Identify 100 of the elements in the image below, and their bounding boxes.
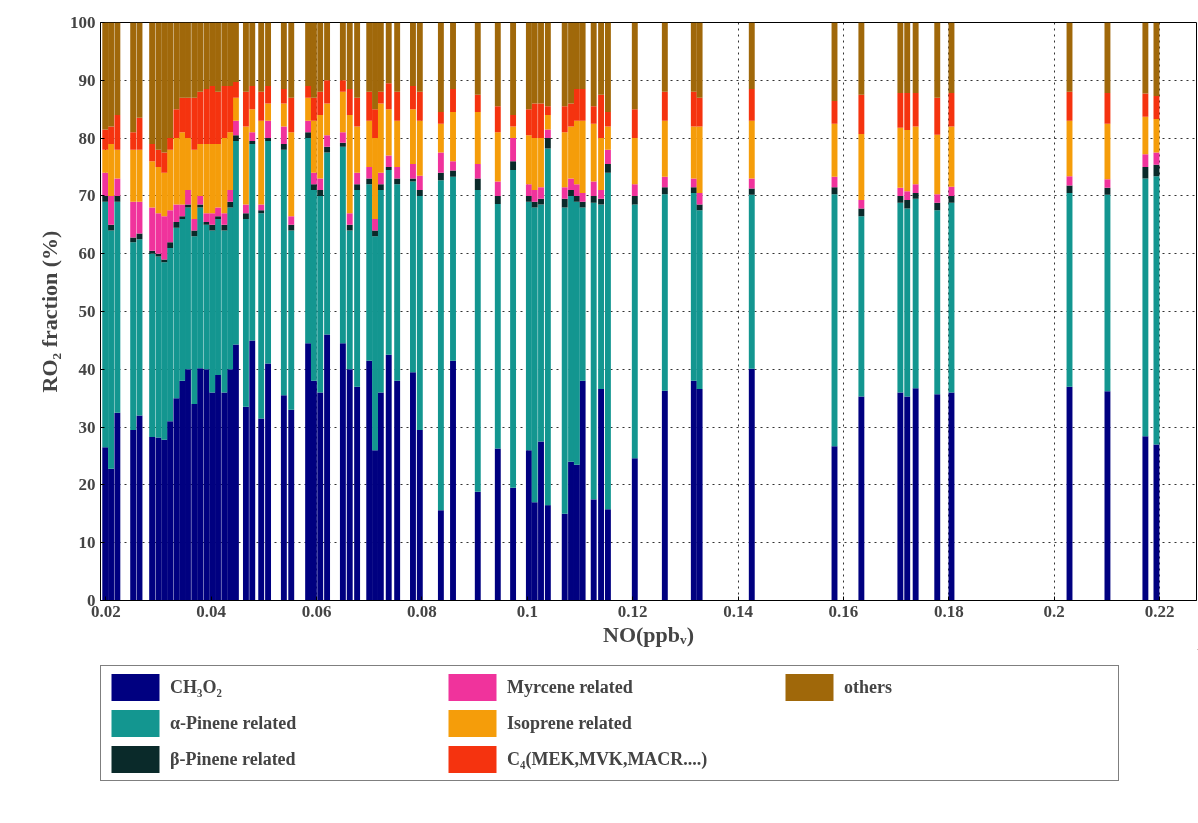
bar: [748, 178, 755, 189]
bar: [858, 208, 865, 217]
bar: [631, 204, 638, 459]
y-tick-label: 80: [78, 128, 96, 148]
bar: [748, 22, 755, 89]
bar: [474, 94, 481, 113]
bar: [339, 132, 346, 143]
bar: [494, 195, 501, 204]
bar: [510, 161, 517, 170]
bar: [561, 198, 568, 208]
bar: [1142, 178, 1149, 437]
bar: [631, 458, 638, 601]
bar: [394, 380, 401, 601]
bar: [232, 135, 239, 141]
bar: [661, 187, 668, 195]
bar: [494, 448, 501, 601]
bar: [525, 195, 532, 202]
bar: [912, 388, 919, 601]
bar: [690, 178, 697, 188]
bar: [437, 152, 444, 173]
bar: [661, 390, 668, 601]
bar: [494, 203, 501, 449]
bar: [197, 195, 204, 205]
bar: [474, 491, 481, 601]
bar: [568, 190, 574, 196]
bar: [280, 126, 287, 144]
bar: [912, 126, 919, 185]
bar: [437, 112, 444, 124]
x-tick-label: 0.14: [723, 601, 754, 621]
bar: [934, 210, 941, 395]
bar: [354, 184, 361, 191]
bar: [221, 224, 228, 231]
bar: [858, 134, 865, 200]
bar: [690, 187, 697, 194]
bar: [203, 221, 210, 225]
bar: [305, 97, 312, 121]
y-tick-label: 60: [78, 244, 96, 264]
bar: [280, 103, 287, 127]
bar: [912, 193, 919, 199]
x-tick-label: 0.06: [301, 601, 332, 621]
bar: [494, 22, 501, 107]
legend-label: others: [844, 676, 893, 698]
bar: [1142, 436, 1149, 601]
bar: [1104, 179, 1111, 188]
bar: [604, 149, 611, 165]
bar: [377, 184, 384, 191]
bar: [288, 216, 295, 225]
bar: [191, 219, 198, 231]
bar: [1142, 116, 1149, 155]
bar: [167, 242, 173, 248]
bar: [265, 103, 272, 121]
y-tick-label: 30: [78, 417, 96, 437]
bar: [494, 132, 501, 182]
bar: [394, 184, 401, 381]
bar: [372, 219, 378, 231]
bar: [394, 91, 401, 121]
bar: [385, 155, 392, 167]
bar: [1104, 391, 1111, 601]
bar: [366, 167, 373, 179]
bar: [510, 114, 517, 127]
bar: [305, 86, 312, 98]
bar: [934, 202, 941, 211]
bar: [167, 138, 173, 150]
bar: [858, 22, 865, 95]
bar: [748, 88, 755, 121]
bar: [631, 195, 638, 205]
x-tick-label: 0.18: [933, 601, 964, 621]
bar: [474, 164, 481, 179]
bar: [1104, 123, 1111, 180]
bar: [265, 120, 272, 139]
y-tick-label: 70: [78, 186, 96, 206]
bar: [173, 221, 180, 228]
bar: [385, 354, 392, 601]
bar: [450, 170, 456, 177]
x-axis-title: NO(ppbᵥ): [603, 621, 694, 647]
bar: [858, 216, 865, 397]
x-tick-label: 0.16: [828, 601, 859, 621]
bar: [310, 184, 317, 191]
bar: [288, 224, 295, 231]
bar: [510, 22, 517, 115]
bar: [249, 140, 256, 144]
bar: [661, 91, 668, 121]
bar: [912, 184, 919, 194]
bar: [339, 142, 346, 147]
bar: [858, 199, 865, 209]
bar: [324, 135, 331, 147]
bar: [1142, 93, 1149, 117]
bar: [437, 510, 444, 601]
bar: [437, 22, 444, 113]
bar: [416, 190, 423, 196]
bar: [102, 195, 109, 202]
bar: [661, 176, 668, 188]
bar: [474, 178, 481, 191]
bar: [149, 250, 156, 254]
bar: [748, 120, 755, 179]
x-tick-label: 0.22: [1144, 601, 1175, 621]
bar: [324, 146, 331, 153]
bar: [934, 134, 941, 195]
x-tick-label: 0.08: [407, 601, 437, 621]
bar: [573, 195, 580, 202]
